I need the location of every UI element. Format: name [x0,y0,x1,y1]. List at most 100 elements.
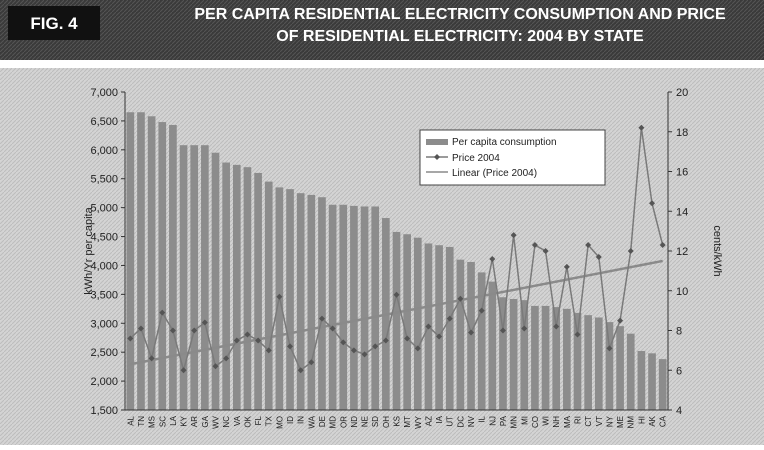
bar [158,122,167,410]
bar [201,145,209,410]
x-tick-label: NJ [488,416,497,426]
bar [520,300,529,410]
x-tick-label: FL [254,415,263,425]
price-marker [542,248,549,254]
price-marker [659,242,666,249]
x-tick-label: MD [329,416,338,429]
x-tick-label: WA [307,415,316,428]
x-tick-label: TN [137,416,146,427]
bar [648,353,656,410]
x-tick-label: OR [339,416,348,428]
x-tick-label: KY [180,415,189,426]
price-marker [595,253,602,260]
price-marker [553,323,560,330]
x-tick-label: TX [265,415,274,426]
x-tick-label: MA [563,415,572,428]
bar [467,261,475,410]
bar [328,204,337,410]
bar [211,152,220,410]
legend-label: Linear (Price 2004) [452,168,537,179]
x-tick-label: MO [275,416,284,429]
bar [563,308,571,410]
bar [435,245,443,410]
y-tick-label: 4,500 [90,232,118,244]
trend-line [130,259,663,366]
x-tick-label: CT [584,416,593,427]
y-tick-label: 7,000 [90,87,118,99]
price-marker [638,124,645,131]
x-tick-label: IN [297,416,306,424]
price-marker [617,317,624,324]
x-tick-label: MS [148,416,157,428]
x-tick-label: IA [435,415,444,423]
bar [137,112,145,411]
price-marker [649,200,656,207]
bar [339,204,348,410]
bar [499,297,507,410]
price-marker [563,263,570,270]
legend-box [419,129,606,186]
price-marker [446,315,453,322]
price-marker [436,333,443,340]
price-marker [585,242,592,249]
y-tick-label: 5,000 [90,203,118,215]
header-band [0,0,764,60]
price-marker [382,337,389,344]
title-box: PER CAPITA RESIDENTIAL ELECTRICITY CONSU… [194,6,725,45]
legend-swatch [426,139,448,145]
price-marker [233,337,240,344]
price-marker [478,307,485,314]
price-marker [606,345,613,352]
price-marker [308,359,315,366]
legend-swatch [434,154,440,160]
bar [392,231,401,410]
y2-tick-label: 14 [676,206,688,218]
x-tick-label: MT [403,416,412,428]
bar [371,206,380,410]
price-marker [372,343,379,350]
x-tick-label: VT [595,416,604,426]
price-marker [350,347,357,354]
bar [147,116,156,411]
price-marker [169,327,176,334]
price-marker [510,232,517,239]
bar [126,112,135,411]
price-marker [318,315,325,322]
bar [254,172,262,410]
x-tick-label: NC [222,416,231,428]
price-marker [191,327,198,334]
y2-tick-label: 8 [676,326,682,338]
x-tick-label: PA [499,415,508,426]
y2-tick-label: 4 [676,405,682,417]
y-tick-label: 2,500 [90,347,118,359]
price-marker [159,309,166,316]
x-tick-label: AR [190,416,199,427]
bar [584,315,592,410]
y-tick-label: 6,500 [90,116,118,128]
bar [307,194,316,410]
y2-tick-label: 16 [676,167,688,179]
price-marker [180,367,187,374]
x-tick-label: CA [659,415,668,427]
x-tick-label: AZ [424,416,433,426]
bar [264,181,273,410]
price-marker [425,323,432,330]
price-marker [393,291,400,298]
y-tick-label: 6,000 [90,145,118,157]
x-tick-label: OK [243,415,252,427]
figure-label-box [8,6,100,40]
price-marker [361,351,368,358]
x-tick-label: NE [361,416,370,427]
y-tick-label: 2,000 [90,376,118,388]
price-marker [457,295,464,302]
bar [179,145,188,410]
y2-axis-label: cents/kWh [711,225,723,276]
y2-tick-label: 10 [676,286,688,298]
price-marker [276,293,283,300]
x-tick-label: GA [201,415,210,427]
price-marker [223,355,230,362]
x-tick-label: VA [233,415,242,426]
x-tick-label: OH [382,416,391,428]
y-axis-label: kWh/Yr per capita [83,206,95,294]
y2-tick-label: 6 [676,365,682,377]
